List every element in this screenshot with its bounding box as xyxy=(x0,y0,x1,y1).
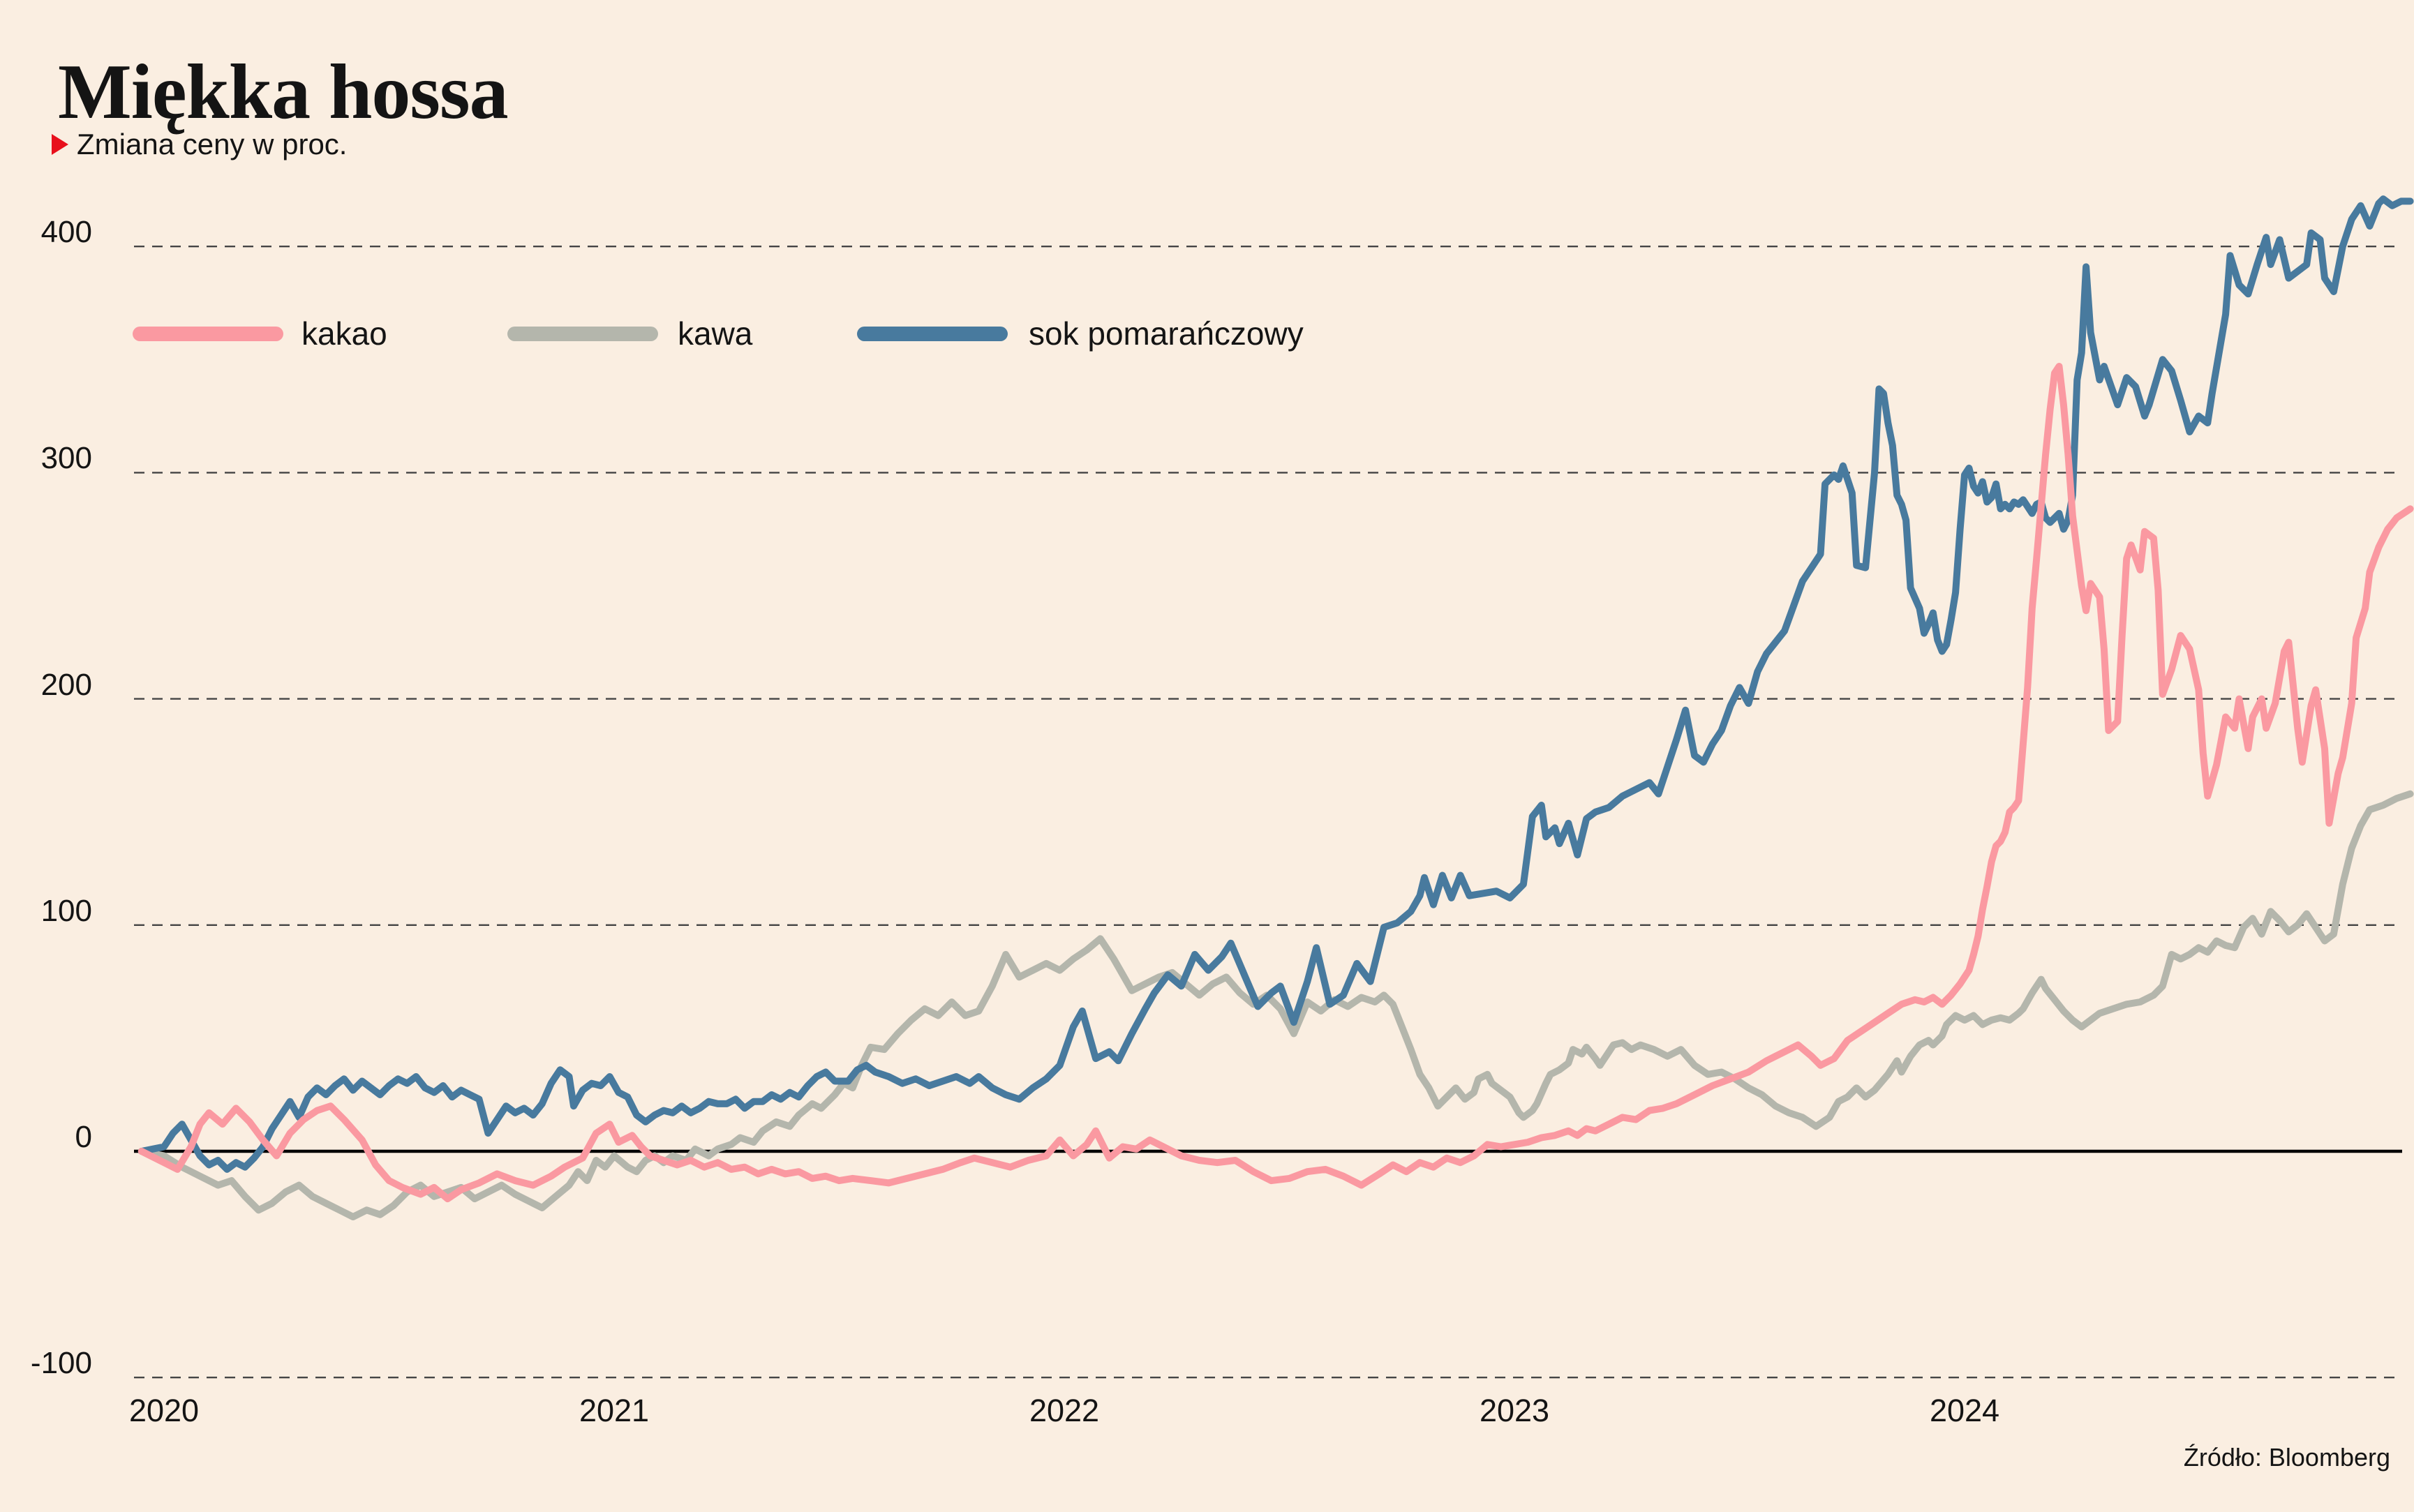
legend-label-kakao: kakao xyxy=(301,315,387,352)
legend-label-sok-pomaranczowy: sok pomarańczowy xyxy=(1029,315,1304,352)
y-tick-label-300: 300 xyxy=(40,441,92,476)
source-credit: Źródło: Bloomberg xyxy=(2183,1443,2390,1472)
sok-pomaranczowy-swatch-icon xyxy=(857,326,1008,341)
y-tick-label-100: 100 xyxy=(40,893,92,928)
kawa-swatch-icon xyxy=(507,326,658,341)
y-tick-label--100: -100 xyxy=(30,1346,92,1381)
y-tick-label-200: 200 xyxy=(40,667,92,702)
legend-item-kakao xyxy=(133,316,283,351)
kakao-swatch-icon xyxy=(133,326,283,341)
x-tick-label-2023: 2023 xyxy=(1479,1393,1550,1428)
series-line-kawa xyxy=(137,790,2414,1220)
chart-subtitle-row: Zmiana ceny w proc. xyxy=(52,128,347,161)
chart-subtitle: Zmiana ceny w proc. xyxy=(77,128,348,160)
legend-label-kawa: kawa xyxy=(678,315,753,352)
x-tick-label-2024: 2024 xyxy=(1929,1393,2000,1428)
series-line-kakao xyxy=(137,363,2414,1203)
x-tick-label-2020: 2020 xyxy=(128,1393,200,1428)
y-tick-label-0: 0 xyxy=(75,1120,92,1154)
legend-label-sok-pomaranczowy-wrap: sok pomarańczowy xyxy=(1029,315,1304,352)
y-tick-label-400: 400 xyxy=(40,215,92,250)
legend-label-kakao-wrap: kakao xyxy=(301,315,387,352)
series-line-sok-pomaranczowy xyxy=(137,195,2414,1173)
legend-item-kawa xyxy=(507,316,658,351)
x-tick-label-2022: 2022 xyxy=(1029,1393,1100,1428)
chart-title: Miękka hossa xyxy=(58,49,509,135)
legend-label-kawa-wrap: kawa xyxy=(678,315,753,352)
x-tick-label-2021: 2021 xyxy=(579,1393,650,1428)
red-triangle-bullet-icon xyxy=(52,134,68,155)
legend-item-sok-pomaranczowy xyxy=(857,316,1008,351)
